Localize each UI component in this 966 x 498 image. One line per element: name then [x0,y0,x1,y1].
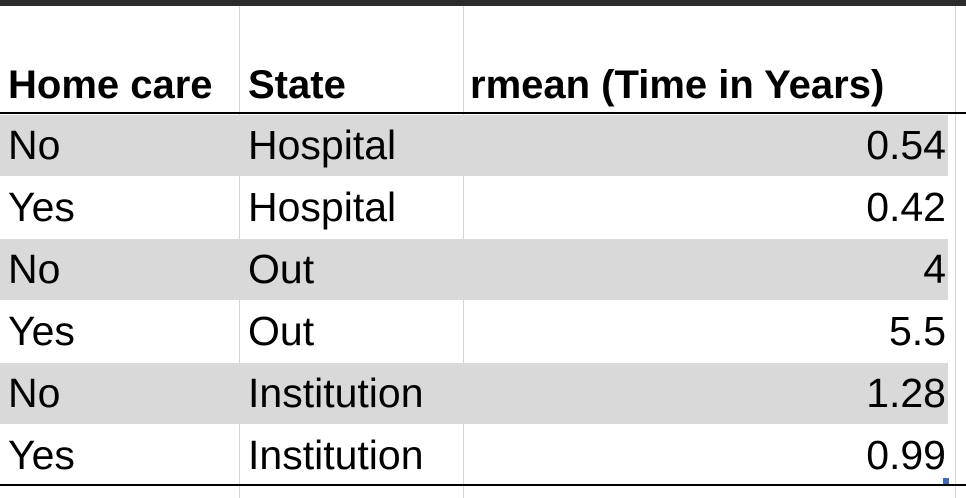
header-home-care[interactable]: Home care [8,63,213,107]
header-rmean[interactable]: rmean (Time in Years) [470,63,885,107]
fill-handle[interactable] [943,478,949,484]
cell-home-care[interactable]: No [8,370,61,416]
cell-state[interactable]: Hospital [248,184,397,230]
row-shading [0,239,948,300]
table-row: Yes Hospital 0.42 [0,177,966,238]
cell-rmean[interactable]: 0.54 [866,122,946,168]
cell-rmean[interactable]: 0.42 [866,184,946,230]
cell-state[interactable]: Out [248,246,315,292]
cell-home-care[interactable]: Yes [8,308,75,354]
cell-state[interactable]: Institution [248,370,424,416]
cell-home-care[interactable]: No [8,246,61,292]
cell-rmean[interactable]: 5.5 [889,308,946,354]
row-shading [0,115,948,176]
table-header-row: Home care State rmean (Time in Years) [0,55,966,116]
table-row: No Hospital 0.54 [0,115,966,176]
cell-state[interactable]: Institution [248,432,424,478]
sheet-top-border [0,0,966,6]
table-row: No Out 4 [0,239,966,300]
cell-home-care[interactable]: Yes [8,184,75,230]
cell-rmean[interactable]: 4 [923,246,946,292]
column-gridline [955,6,956,498]
cell-state[interactable]: Hospital [248,122,397,168]
table-bottom-border [0,484,966,486]
cell-home-care[interactable]: Yes [8,432,75,478]
table-row: Yes Out 5.5 [0,301,966,362]
cell-home-care[interactable]: No [8,122,61,168]
cell-rmean[interactable]: 1.28 [866,370,946,416]
cell-rmean[interactable]: 0.99 [866,432,946,478]
row-shading [0,363,948,424]
table-row: Yes Institution 0.99 [0,425,966,486]
cell-state[interactable]: Out [248,308,315,354]
header-bottom-border [0,112,966,114]
table-row: No Institution 1.28 [0,363,966,424]
header-state[interactable]: State [248,63,346,107]
